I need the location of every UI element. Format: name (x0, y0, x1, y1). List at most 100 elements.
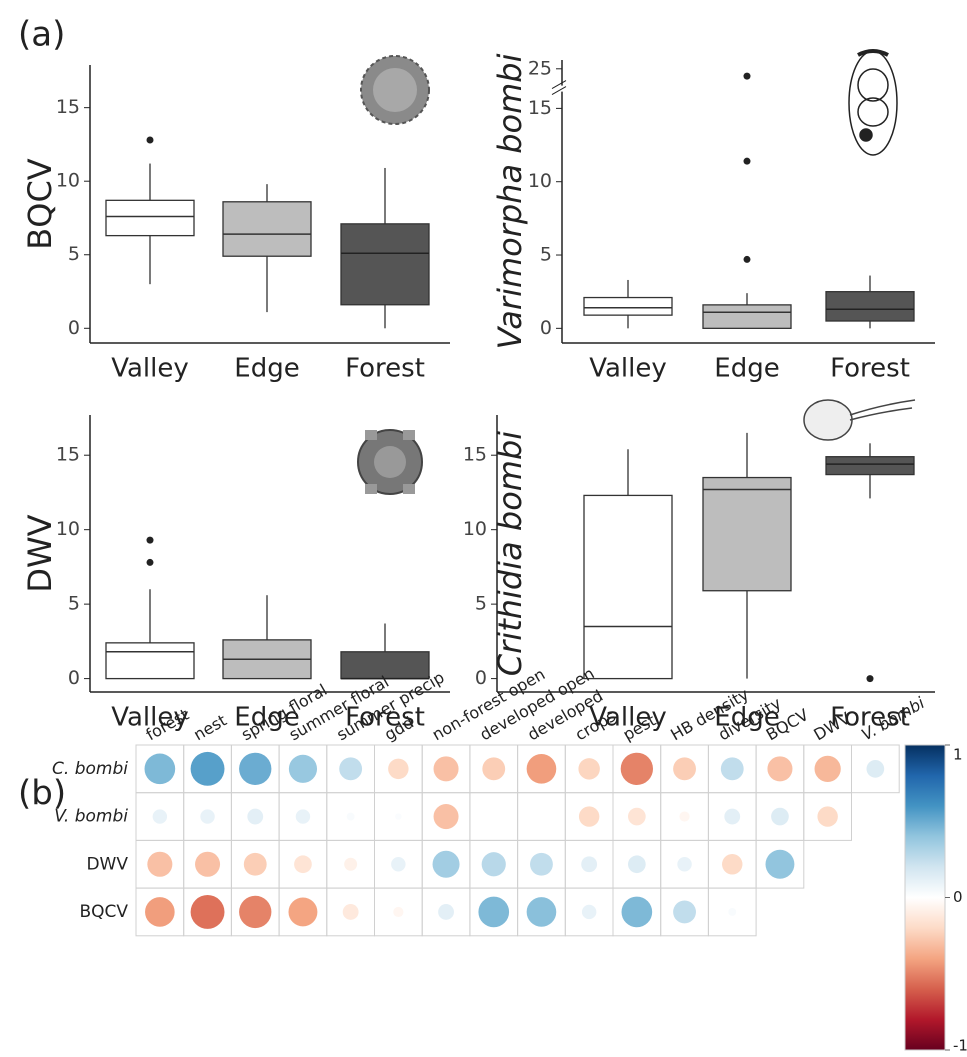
y-axis-title: BQCV (21, 158, 59, 249)
box (826, 457, 914, 475)
corr-circle (347, 813, 355, 821)
corr-circle (582, 905, 596, 919)
y-axis-title: Crithidia bombi (491, 431, 529, 676)
corr-circle (296, 809, 310, 823)
box (341, 652, 429, 679)
corr-circle (482, 852, 506, 876)
x-tick-label: Forest (345, 354, 425, 384)
corr-circle (391, 857, 405, 871)
corr-circle (628, 808, 646, 826)
corr-circle (622, 897, 653, 928)
colorbar (905, 745, 945, 1050)
corr-circle (438, 904, 454, 920)
x-tick-label: Forest (830, 354, 910, 384)
y-tick-label: 10 (56, 518, 80, 540)
corr-circle (191, 752, 225, 786)
box (106, 200, 194, 235)
corr-circle (724, 809, 740, 825)
corr-circle (673, 901, 696, 924)
corr-circle (145, 897, 175, 927)
y-axis-title: Varimorpha bombi (491, 53, 529, 349)
outlier (744, 158, 751, 165)
y-tick-label: 5 (540, 244, 552, 266)
corr-circle (581, 856, 597, 872)
colorbar-label: -1 (953, 1037, 967, 1055)
colorbar-label: 0 (953, 888, 963, 906)
corr-circle (722, 854, 742, 874)
crithidia-icon (804, 400, 915, 440)
y-tick-label: 10 (56, 170, 80, 192)
y-tick-label: 25 (528, 57, 552, 79)
corr-circle (817, 806, 837, 826)
corr-circle (239, 896, 271, 928)
y-tick-label: 5 (475, 593, 487, 615)
corr-circle (289, 755, 317, 783)
colorbar-label: 1 (953, 746, 963, 764)
corr-circle (721, 757, 744, 780)
corr-circle (294, 855, 312, 873)
corr-circle (434, 804, 459, 829)
corr-circle (579, 806, 599, 826)
y-tick-label: 10 (528, 170, 552, 192)
figure: (a) (b) 051015BQCVValleyEdgeForest051015… (0, 0, 967, 1057)
virus-icon (361, 56, 429, 124)
y-tick-label: 5 (68, 593, 80, 615)
outlier (744, 73, 751, 80)
virus-icon (358, 430, 422, 494)
box (223, 202, 311, 256)
box (703, 478, 791, 591)
corr-circle (147, 852, 172, 877)
box (826, 292, 914, 321)
corr-circle (191, 895, 225, 929)
box (106, 643, 194, 679)
row-label: BQCV (79, 902, 128, 922)
corr-circle (388, 759, 408, 779)
corr-circle (628, 855, 646, 873)
row-label: V. bombi (54, 807, 128, 827)
corr-circle (478, 897, 509, 928)
corr-circle (395, 813, 401, 819)
corr-circle (527, 754, 557, 784)
corr-circle (343, 904, 359, 920)
cell (470, 793, 518, 841)
y-tick-label: 15 (56, 444, 80, 466)
corr-circle (434, 756, 459, 781)
corr-circle (728, 908, 736, 916)
corr-circle (679, 811, 689, 821)
x-tick-label: Valley (111, 354, 189, 384)
corr-circle (244, 853, 267, 876)
corr-circle (247, 809, 263, 825)
y-tick-label: 0 (68, 317, 80, 339)
y-tick-label: 5 (68, 243, 80, 265)
corr-circle (393, 907, 403, 917)
corr-circle (239, 753, 271, 785)
corr-circle (527, 897, 557, 927)
row-label: C. bombi (52, 759, 128, 779)
x-tick-label: Edge (714, 354, 779, 384)
row-label: DWV (86, 854, 128, 874)
spore-icon (849, 51, 897, 155)
corr-circle (344, 858, 357, 871)
corr-circle (145, 754, 176, 785)
outlier (147, 537, 154, 544)
corr-circle (482, 757, 505, 780)
y-tick-label: 0 (68, 667, 80, 689)
x-tick-label: Edge (234, 354, 299, 384)
corr-circle (578, 758, 599, 779)
outlier (744, 256, 751, 263)
corr-circle (339, 757, 362, 780)
corr-circle (195, 852, 220, 877)
outlier (147, 559, 154, 566)
y-tick-label: 15 (463, 444, 487, 466)
cell (518, 793, 566, 841)
corr-circle (677, 857, 691, 871)
x-tick-label: Valley (589, 354, 667, 384)
corr-circle (867, 760, 885, 778)
corr-circle (153, 809, 167, 823)
corr-circle (771, 808, 789, 826)
box (703, 305, 791, 328)
box (341, 224, 429, 305)
corr-circle (673, 757, 696, 780)
column-label: nest (190, 711, 229, 745)
corr-circle (765, 850, 794, 879)
